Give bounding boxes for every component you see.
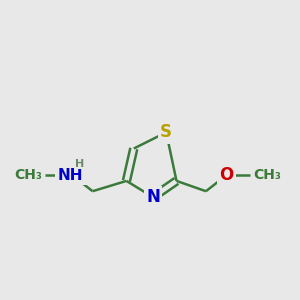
Text: H: H [75,159,84,169]
Text: O: O [219,166,234,184]
Text: NH: NH [59,167,85,182]
Text: S: S [160,123,172,141]
Text: N: N [146,188,160,206]
Text: NH: NH [58,167,83,182]
Text: CH₃: CH₃ [15,168,43,182]
Text: CH₃: CH₃ [253,168,281,182]
